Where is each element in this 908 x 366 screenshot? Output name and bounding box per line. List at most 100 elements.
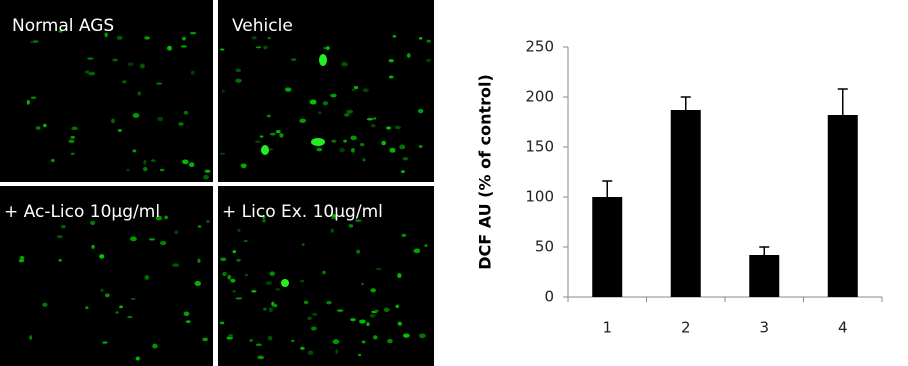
cell (300, 279, 305, 283)
cell (275, 288, 281, 291)
cell (343, 139, 347, 143)
cell (58, 258, 62, 262)
cell (263, 45, 268, 50)
cell (401, 233, 407, 237)
cell (202, 337, 208, 342)
cell (332, 339, 340, 345)
cell (102, 341, 108, 344)
cell (361, 340, 366, 344)
cell (372, 335, 378, 340)
cell (157, 116, 164, 122)
cell (350, 147, 355, 153)
cell (232, 250, 237, 254)
error-bar (759, 246, 770, 255)
cell (255, 46, 262, 49)
cell (322, 270, 326, 275)
cell (307, 350, 314, 355)
cell (331, 139, 337, 143)
x-tick-label: 1 (602, 319, 612, 337)
cell (397, 321, 402, 326)
panel (0, 186, 213, 366)
cell (387, 339, 393, 344)
cell (132, 149, 137, 153)
cell (204, 169, 211, 173)
cell (319, 54, 327, 66)
cell (374, 309, 379, 312)
cell (130, 297, 136, 300)
cell (42, 302, 48, 307)
cell (301, 243, 305, 246)
cell (50, 158, 55, 163)
cell (91, 244, 95, 249)
cell (323, 46, 327, 50)
cell (160, 241, 167, 246)
cell (88, 71, 96, 76)
chart: 0 50 100 150 200 250 1 2 3 4 (525, 38, 883, 337)
cell (155, 215, 163, 221)
cell (241, 163, 247, 169)
cell (156, 82, 163, 85)
cell (300, 346, 305, 350)
cell (30, 96, 37, 99)
cell (279, 133, 284, 138)
cell (31, 40, 39, 43)
cell (394, 125, 401, 130)
cell (339, 147, 345, 153)
cell (99, 254, 105, 259)
cell (316, 147, 323, 152)
cell (424, 244, 428, 247)
cell (309, 99, 317, 105)
cell (122, 80, 127, 84)
cell (350, 318, 356, 322)
cell (369, 313, 376, 318)
cell (116, 35, 123, 40)
cell (87, 57, 94, 60)
cell (127, 62, 134, 66)
cell (366, 322, 370, 327)
cell (19, 255, 25, 261)
cell (139, 63, 145, 69)
cell (190, 70, 195, 75)
panel (0, 0, 213, 182)
cell (104, 293, 110, 298)
cell (142, 166, 148, 172)
cell (413, 248, 421, 254)
cell (230, 278, 236, 283)
cell (203, 174, 209, 180)
y-tick-label: 200 (525, 88, 554, 106)
cell (326, 300, 332, 305)
cell (29, 335, 33, 340)
cell (331, 217, 337, 220)
cell (395, 304, 400, 309)
cell (35, 126, 41, 130)
error-bar (837, 88, 848, 115)
cell (235, 78, 242, 83)
micrographs (0, 0, 434, 366)
cell (317, 111, 322, 115)
cell (181, 36, 187, 41)
cell (388, 75, 394, 79)
cell (189, 31, 197, 35)
cell (263, 307, 267, 311)
cell (344, 113, 350, 117)
cell (389, 147, 396, 153)
cell (182, 159, 189, 165)
cell (425, 58, 432, 63)
cell (188, 162, 195, 168)
cell (135, 356, 140, 361)
cell (322, 101, 329, 106)
cell (418, 145, 423, 148)
cell (291, 339, 295, 342)
cell (104, 32, 108, 38)
cell (144, 275, 150, 280)
y-tick-label: 250 (525, 38, 554, 56)
cell (70, 136, 76, 139)
cell (232, 289, 236, 293)
cell (244, 273, 248, 277)
cell (362, 88, 369, 93)
cell (112, 58, 118, 62)
cell (254, 140, 261, 144)
cell (261, 145, 269, 155)
cell (303, 300, 309, 305)
cell (219, 48, 225, 51)
